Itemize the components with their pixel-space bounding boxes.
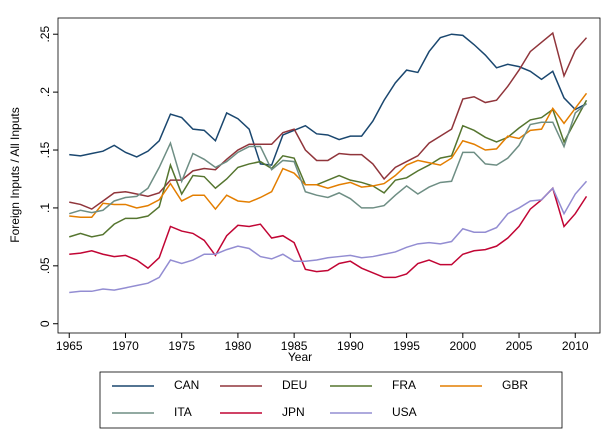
x-tick-label: 2000 bbox=[449, 339, 476, 353]
legend-box bbox=[99, 371, 563, 429]
y-axis-title: Foreign Inputs / All Inputs bbox=[8, 107, 22, 242]
legend-label: GBR bbox=[502, 378, 528, 392]
y-tick-label: .2 bbox=[38, 87, 52, 97]
data-line bbox=[69, 33, 587, 166]
x-tick-label: 2010 bbox=[562, 339, 589, 353]
data-line bbox=[69, 103, 587, 215]
legend-label: ITA bbox=[174, 405, 192, 419]
data-line bbox=[69, 92, 588, 218]
x-axis-title: Year bbox=[288, 350, 312, 364]
x-tick-label: 1970 bbox=[112, 339, 139, 353]
y-tick-label: 0 bbox=[38, 320, 52, 327]
plot-frame bbox=[57, 17, 601, 334]
y-tick-label: .25 bbox=[38, 26, 52, 43]
x-tick-label: 2005 bbox=[506, 339, 533, 353]
data-line bbox=[69, 99, 588, 238]
legend-label: DEU bbox=[282, 378, 307, 392]
y-tick-label: .1 bbox=[38, 203, 52, 213]
legend-label: USA bbox=[392, 405, 417, 419]
y-tick-label: .05 bbox=[38, 257, 52, 274]
x-tick-label: 1975 bbox=[168, 339, 195, 353]
legend-label: CAN bbox=[174, 378, 199, 392]
x-tick-label: 1965 bbox=[56, 339, 83, 353]
legend-label: JPN bbox=[282, 405, 305, 419]
legend-label: FRA bbox=[392, 378, 416, 392]
x-tick-label: 1985 bbox=[281, 339, 308, 353]
x-tick-label: 1995 bbox=[393, 339, 420, 353]
data-line bbox=[69, 31, 588, 210]
y-tick-label: .15 bbox=[38, 141, 52, 158]
x-tick-label: 1990 bbox=[337, 339, 364, 353]
x-tick-label: 1980 bbox=[225, 339, 252, 353]
data-line bbox=[69, 186, 588, 279]
data-line bbox=[69, 180, 588, 294]
